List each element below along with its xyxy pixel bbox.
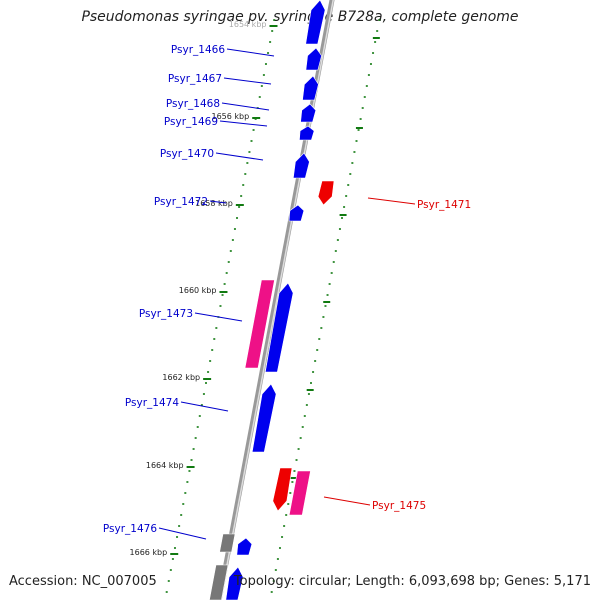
genome-summary-label: Topology: circular; Length: 6,093,698 bp… <box>233 574 591 589</box>
other-feature-bar <box>219 533 236 553</box>
forward-gene-arrow <box>302 75 319 101</box>
forward-gene-arrow <box>264 282 294 373</box>
forward-gene-label: Psyr_1474 <box>125 397 179 409</box>
gene-label-leader <box>209 200 227 204</box>
gene-label-leader <box>215 152 264 161</box>
gene-labels: Psyr_1466 Psyr_1467 Psyr_1468 Psyr_1469 Psyr… <box>103 44 471 540</box>
kbp-label: 1660 kbp <box>179 286 217 295</box>
other-feature-bar <box>209 564 229 600</box>
kbp-label: 1666 kbp <box>130 548 168 557</box>
gene-label-leader <box>367 197 416 205</box>
gene-label-leader <box>223 77 272 85</box>
gene-label-leader <box>194 312 243 322</box>
reverse-gene-label: Psyr_1475 <box>372 500 426 512</box>
kbp-label: 1664 kbp <box>146 461 184 470</box>
forward-gene-label: Psyr_1476 <box>103 523 157 535</box>
forward-gene-arrow <box>292 152 310 179</box>
gene-label-leader <box>219 120 268 127</box>
forward-gene-label: Psyr_1470 <box>160 148 214 160</box>
forward-gene-label: Psyr_1468 <box>166 98 220 110</box>
forward-gene-label: Psyr_1466 <box>171 44 225 56</box>
forward-gene-arrow <box>225 566 244 600</box>
forward-gene-arrow <box>300 103 317 123</box>
forward-gene-label: Psyr_1472 <box>154 196 208 208</box>
feature-track <box>209 0 335 600</box>
kbp-label: 1656 kbp <box>211 112 249 121</box>
forward-gene-label: Psyr_1473 <box>139 308 193 320</box>
map-title: Pseudomonas syringae pv. syringae B728a,… <box>81 9 519 25</box>
forward-gene-arrow <box>305 47 322 71</box>
kbp-label: 1658 kbp <box>195 199 233 208</box>
forward-gene-label: Psyr_1469 <box>164 116 218 128</box>
genome-backbone <box>216 0 335 600</box>
gene-label-leader <box>180 401 229 412</box>
reverse-feature-bar <box>288 470 311 516</box>
reverse-gene-label: Psyr_1471 <box>417 199 471 211</box>
accession-label: Accession: NC_007005 <box>9 574 157 589</box>
forward-gene-arrow <box>251 383 277 453</box>
gene-label-leader <box>158 527 207 540</box>
gene-label-leader <box>221 102 270 111</box>
kbp-label: 1662 kbp <box>162 373 200 382</box>
gene-label-leader <box>323 496 371 506</box>
gene-label-leader <box>226 48 275 57</box>
forward-gene-arrow <box>288 204 305 222</box>
reverse-gene-arrow <box>317 180 335 206</box>
kbp-label: 1654 kbp <box>229 20 267 29</box>
forward-gene-arrow <box>305 0 326 45</box>
forward-feature-bar <box>244 279 275 369</box>
tick-ruler: 1654 kbp 1656 kbp 1658 kbp 1660 kbp 1662 kbp… <box>130 19 381 593</box>
forward-gene-arrow <box>299 125 315 141</box>
forward-gene-label: Psyr_1467 <box>168 73 222 85</box>
reverse-gene-arrow <box>272 467 293 512</box>
forward-gene-arrow <box>236 537 253 556</box>
